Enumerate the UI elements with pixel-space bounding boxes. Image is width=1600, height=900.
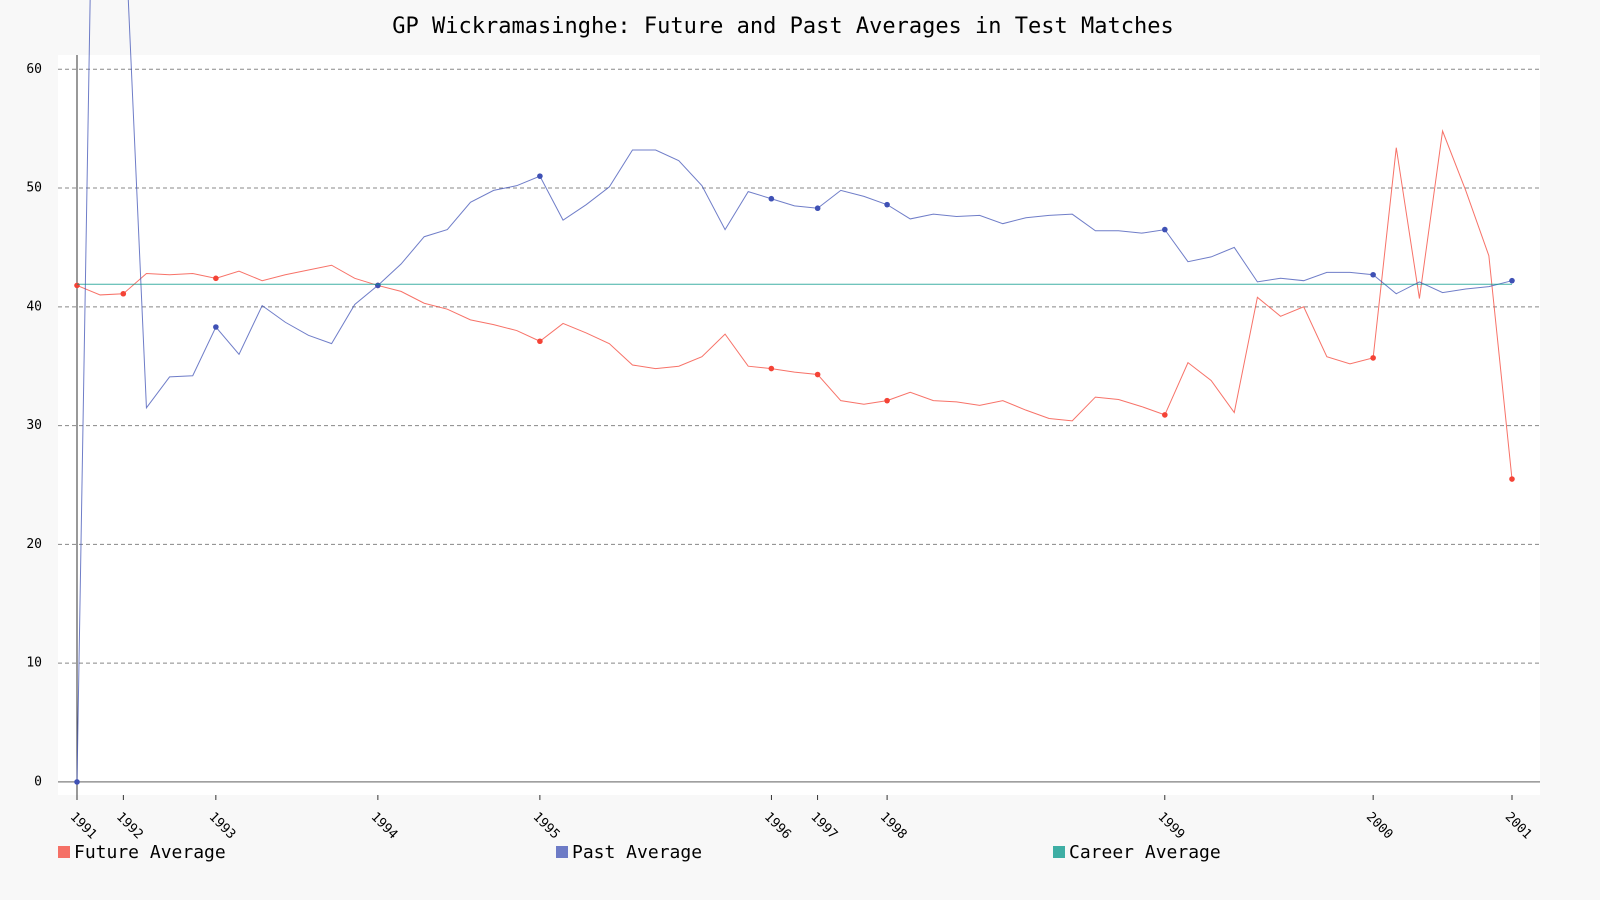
legend-swatch: [1053, 846, 1065, 858]
point: [1509, 277, 1515, 284]
point: [120, 290, 127, 297]
point: [375, 282, 381, 289]
series-line: [76, 0, 1513, 782]
y-tick-label: 10: [26, 656, 42, 671]
point: [768, 365, 775, 372]
chart-title: GP Wickramasinghe: Future and Past Avera…: [392, 14, 1173, 39]
point: [537, 338, 543, 345]
legend-label: Future Average: [74, 842, 226, 863]
series-line: [76, 129, 1513, 480]
point: [74, 779, 80, 785]
point: [1370, 355, 1376, 361]
y-tick-label: 20: [26, 537, 42, 552]
legend-swatch: [556, 846, 568, 858]
point: [884, 397, 890, 404]
plot-area: [58, 55, 1540, 795]
point: [814, 371, 821, 378]
legend-swatch: [58, 846, 70, 858]
point: [814, 205, 821, 212]
point: [1370, 271, 1376, 278]
legend-label: Career Average: [1069, 842, 1221, 863]
point: [1509, 476, 1515, 482]
y-tick-label: 50: [26, 181, 42, 196]
point: [768, 195, 775, 202]
y-tick-label: 30: [26, 418, 42, 433]
legend-label: Past Average: [572, 842, 702, 863]
point: [213, 324, 219, 330]
y-tick-label: 60: [26, 62, 42, 77]
point: [884, 201, 890, 208]
point: [1162, 226, 1168, 233]
point: [213, 275, 219, 282]
point: [537, 173, 543, 179]
y-tick-label: 40: [26, 299, 42, 314]
point: [74, 282, 80, 289]
point: [1162, 412, 1168, 418]
y-tick-label: 0: [34, 774, 42, 789]
